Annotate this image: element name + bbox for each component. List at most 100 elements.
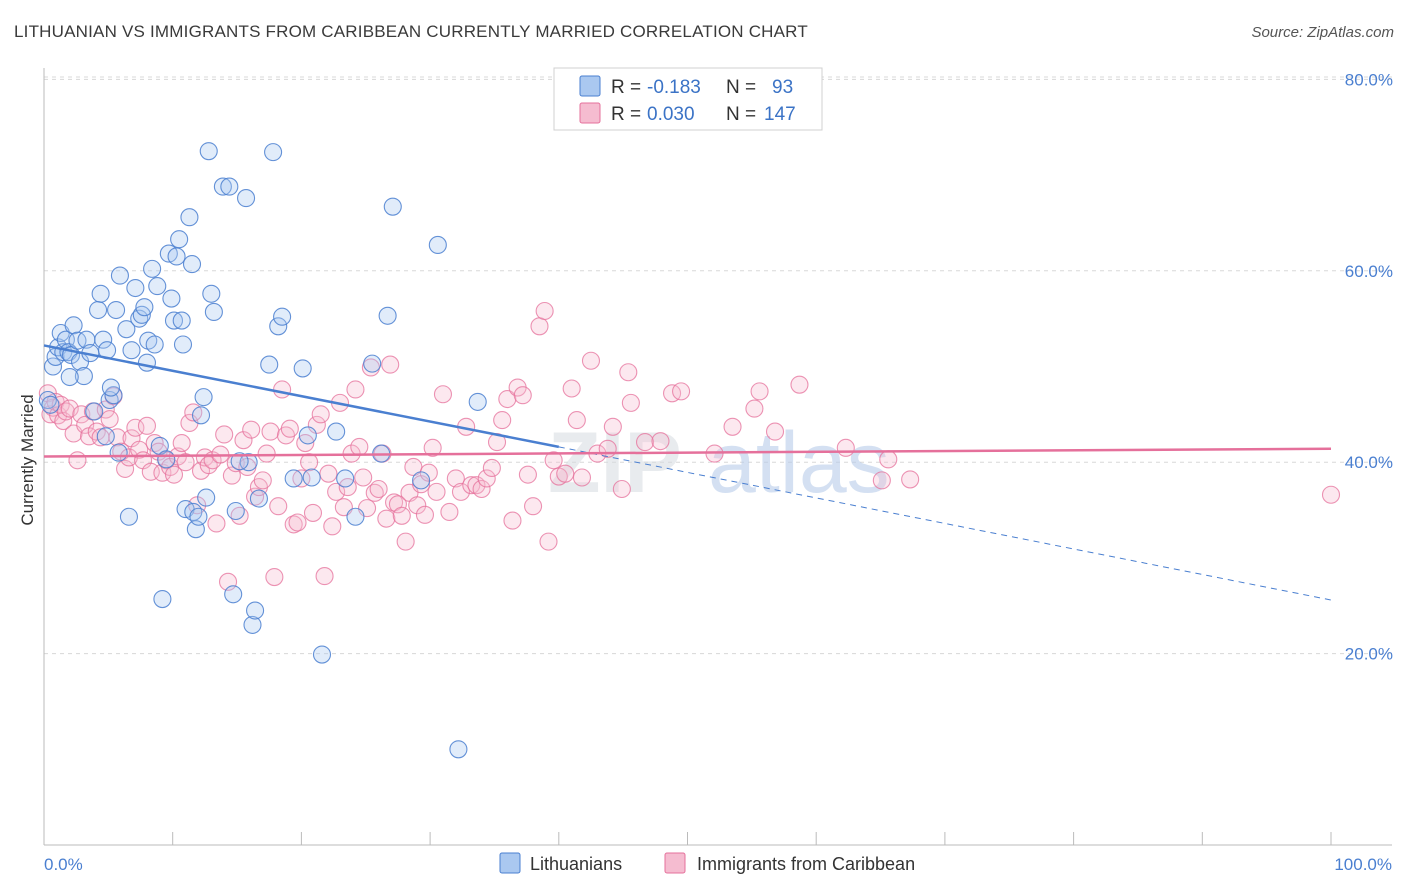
series-lithuanians-points	[38, 142, 487, 759]
legend-n-value-2: 147	[764, 104, 796, 125]
caribbean-point	[350, 437, 369, 456]
lithuanian-point	[182, 255, 202, 274]
lithuanian-point	[122, 341, 141, 360]
caribbean-point	[396, 532, 415, 551]
caribbean-point	[68, 451, 87, 470]
legend-r-value-1: -0.183	[647, 77, 701, 98]
caribbean-point	[327, 482, 346, 501]
caribbean-point	[261, 422, 280, 441]
bottom-legend-swatch-blue	[499, 852, 521, 874]
lithuanian-point	[135, 298, 154, 317]
lithuanian-point	[96, 427, 115, 446]
lithuanian-point	[312, 645, 332, 664]
lithuanian-point	[173, 335, 193, 354]
caribbean-point	[300, 453, 319, 472]
lithuanian-point	[74, 367, 93, 386]
caribbean-point	[790, 375, 809, 394]
x-ticks	[43, 832, 1332, 845]
caribbean-point	[498, 389, 517, 409]
lithuanian-point	[137, 353, 157, 372]
caribbean-point	[419, 463, 438, 482]
caribbean-point	[872, 471, 891, 490]
caribbean-point	[836, 438, 855, 457]
caribbean-point	[603, 417, 622, 436]
caribbean-point	[315, 567, 334, 586]
lithuanian-point	[363, 354, 382, 373]
caribbean-point	[535, 301, 554, 321]
caribbean-point	[145, 434, 164, 453]
caribbean-point	[303, 503, 323, 522]
caribbean-point	[581, 351, 601, 370]
caribbean-point	[288, 513, 307, 532]
lithuanian-point	[249, 489, 268, 508]
caribbean-point	[493, 411, 512, 430]
caribbean-point	[392, 506, 411, 525]
lithuanian-point	[167, 247, 186, 266]
chart-title: LITHUANIAN VS IMMIGRANTS FROM CARIBBEAN …	[14, 22, 808, 41]
lithuanian-point	[38, 390, 57, 410]
caribbean-point	[612, 479, 631, 499]
legend-n-label-2: N =	[726, 104, 756, 125]
caribbean-point	[635, 433, 655, 452]
lithuanian-point	[237, 189, 256, 208]
lithuanian-point	[162, 289, 181, 308]
lithuanian-point	[199, 142, 218, 161]
caribbean-point	[323, 517, 342, 536]
lithuanian-point	[230, 452, 249, 471]
caribbean-point	[253, 471, 272, 490]
caribbean-point	[562, 379, 581, 398]
lithuanian-point	[194, 388, 213, 407]
lithuanian-point	[293, 359, 312, 378]
lithuanian-point	[412, 471, 431, 490]
legend-r-label-1: R =	[611, 77, 641, 98]
lithuanian-point	[191, 406, 211, 425]
caribbean-point	[672, 382, 691, 401]
caribbean-point	[503, 511, 522, 530]
caribbean-point	[663, 384, 682, 403]
lithuanian-point	[172, 311, 191, 330]
caribbean-point	[176, 453, 195, 472]
watermark: ZIP atlas	[548, 415, 890, 511]
legend-swatch-pink	[579, 102, 601, 124]
y-tick-label-60: 60.0%	[1345, 262, 1393, 281]
lithuanian-point	[239, 453, 258, 472]
caribbean-point	[354, 468, 373, 487]
caribbean-point	[280, 419, 299, 438]
y-axis-label: Currently Married	[18, 394, 37, 525]
axes	[43, 68, 1392, 846]
lithuanian-point	[346, 507, 365, 526]
caribbean-point	[1321, 485, 1341, 504]
bottom-legend-label-caribbean: Immigrants from Caribbean	[697, 854, 915, 874]
caribbean-point	[482, 458, 501, 477]
caribbean-point	[544, 451, 563, 470]
y-tick-label-40: 40.0%	[1345, 453, 1393, 472]
lithuanian-point	[148, 277, 167, 296]
lithuanian-point	[302, 468, 321, 487]
lithuanian-point	[170, 230, 189, 249]
lithuanian-point	[298, 426, 317, 445]
caribbean-point	[477, 469, 496, 488]
series-caribbean-points	[38, 301, 1341, 591]
lithuanian-point	[202, 284, 221, 303]
lithuanian-point	[180, 208, 199, 227]
lithuanian-point	[184, 502, 203, 522]
caribbean-point	[621, 393, 640, 412]
caribbean-point	[462, 476, 481, 495]
caribbean-point	[126, 418, 145, 437]
caribbean-point	[619, 363, 638, 382]
caribbean-point	[433, 385, 453, 404]
caribbean-point	[440, 502, 459, 522]
caribbean-point	[750, 382, 769, 401]
x-tick-label-max: 100.0%	[1334, 855, 1392, 874]
caribbean-point	[381, 355, 400, 374]
caribbean-point	[96, 400, 115, 419]
lithuanian-point	[226, 501, 245, 521]
lithuanian-point	[41, 395, 60, 414]
caribbean-trend-line	[43, 447, 1332, 458]
caribbean-point	[745, 399, 764, 418]
caribbean-point	[311, 405, 330, 424]
caribbean-point	[257, 444, 276, 463]
caribbean-point	[130, 440, 149, 459]
caribbean-point	[530, 317, 549, 336]
lithuanian-point	[224, 585, 243, 604]
